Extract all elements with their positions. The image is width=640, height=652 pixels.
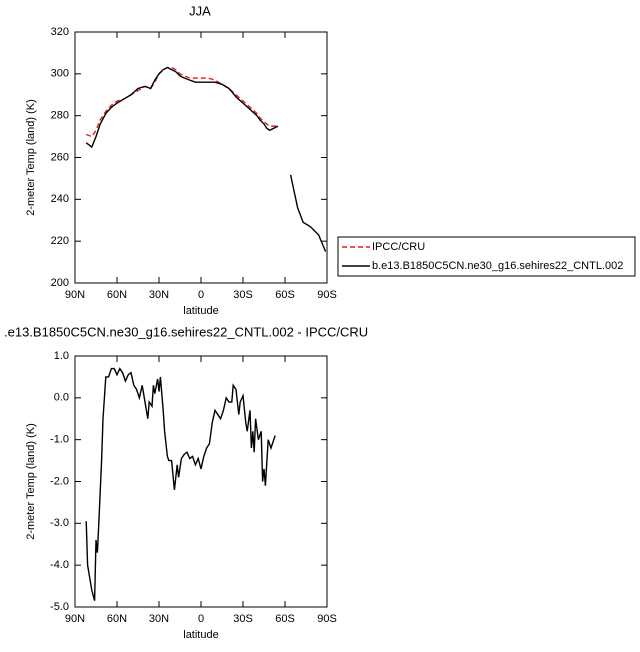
- plot-frame: [74, 31, 328, 284]
- x-tick-label: 30N: [149, 613, 169, 625]
- y-tick-label: 200: [51, 277, 69, 289]
- data-line: [85, 367, 276, 601]
- x-axis-label: latitude: [183, 305, 218, 317]
- chart-title: JJA: [189, 3, 211, 18]
- data-line: [85, 66, 327, 252]
- x-tick-label: 60N: [107, 289, 127, 301]
- legend-box: [337, 236, 636, 277]
- x-tick-label: 60S: [275, 289, 295, 301]
- y-tick-label: 240: [51, 193, 69, 205]
- x-tick-label: 60S: [275, 613, 295, 625]
- y-tick-label: 280: [51, 110, 69, 122]
- x-tick-label: 90S: [317, 613, 337, 625]
- x-tick-label: 30S: [233, 613, 253, 625]
- x-tick-label: 90N: [65, 289, 85, 301]
- y-axis-label: 2-meter Temp (land) (K): [25, 423, 37, 540]
- y-tick-label: -4.0: [50, 559, 69, 571]
- y-tick-label: 300: [51, 68, 69, 80]
- x-tick-label: 90N: [65, 613, 85, 625]
- y-tick-label: 260: [51, 151, 69, 163]
- x-tick-label: 30N: [149, 289, 169, 301]
- x-tick-label: 0: [198, 289, 204, 301]
- plot-frame: [74, 355, 328, 608]
- y-axis-label: 2-meter Temp (land) (K): [25, 99, 37, 216]
- x-tick-label: 90S: [317, 289, 337, 301]
- x-axis-label: latitude: [183, 629, 218, 641]
- y-tick-label: -3.0: [50, 517, 69, 529]
- y-tick-label: 220: [51, 235, 69, 247]
- y-tick-label: 0.0: [54, 392, 69, 404]
- x-tick-label: 30S: [233, 289, 253, 301]
- chart-title: .e13.B1850C5CN.ne30_g16.sehires22_CNTL.0…: [4, 324, 368, 339]
- y-tick-label: 1.0: [54, 350, 69, 362]
- y-tick-label: 320: [51, 26, 69, 38]
- y-tick-label: -2.0: [50, 475, 69, 487]
- x-tick-label: 0: [198, 613, 204, 625]
- x-tick-label: 60N: [107, 613, 127, 625]
- data-line: [85, 66, 278, 138]
- y-tick-label: -5.0: [50, 601, 69, 613]
- legend-label: IPCC/CRU: [372, 241, 425, 253]
- y-tick-label: -1.0: [50, 434, 69, 446]
- legend-label: b.e13.B1850C5CN.ne30_g16.sehires22_CNTL.…: [372, 260, 623, 272]
